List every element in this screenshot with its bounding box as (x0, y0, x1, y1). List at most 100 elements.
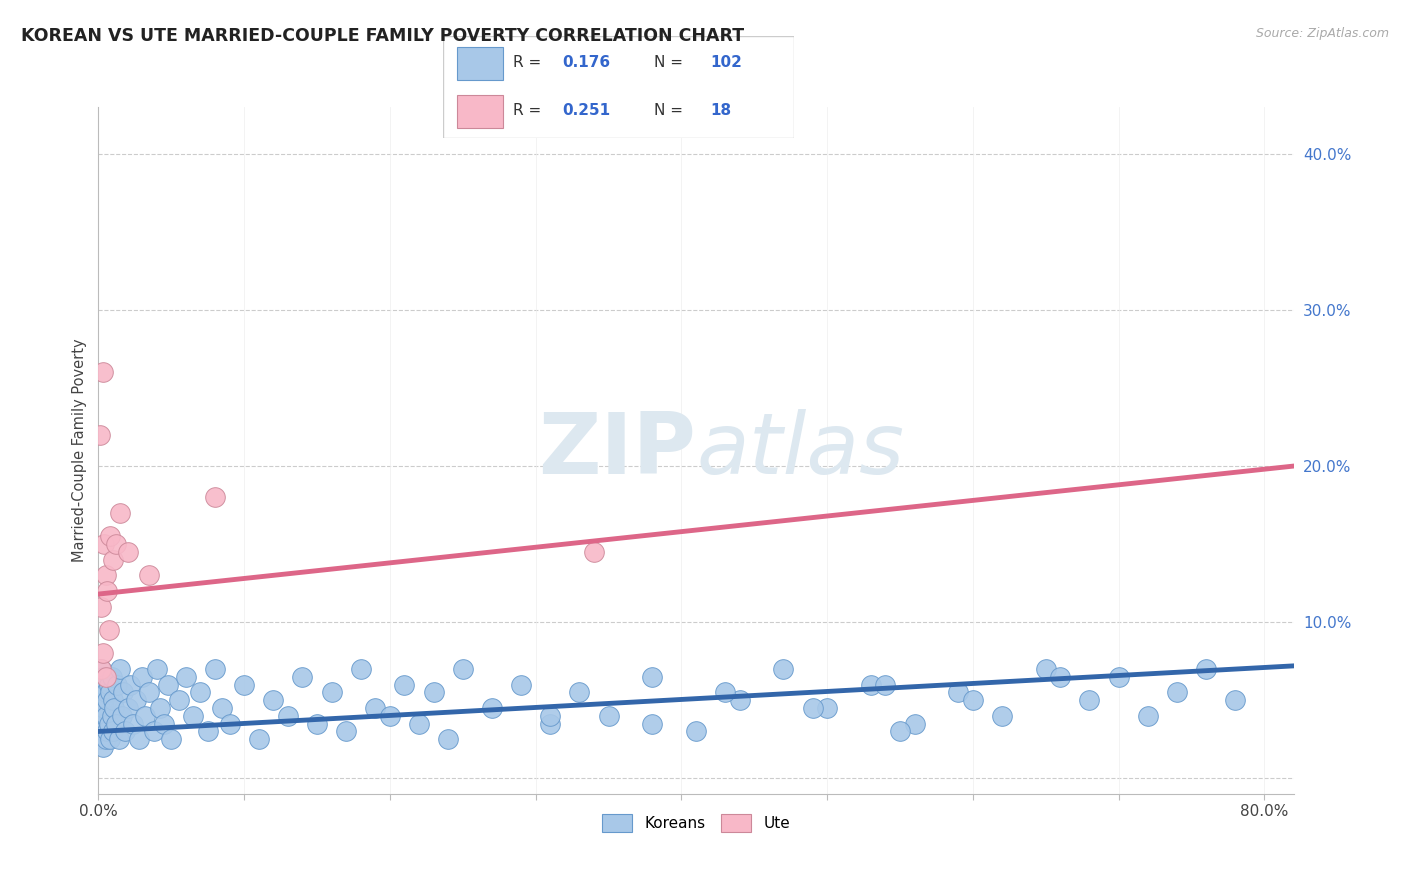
Point (291, 670, 314, 684)
Point (103, 701, 125, 715)
Point (538, 708, 561, 723)
Point (89, 701, 111, 715)
Point (190, 685, 212, 699)
Point (350, 662, 373, 676)
Point (1136, 708, 1159, 723)
Point (110, 506, 132, 520)
Point (111, 708, 134, 723)
Point (211, 701, 233, 715)
Point (89, 678, 111, 692)
Text: N =: N = (654, 103, 688, 118)
Point (167, 693, 190, 707)
Point (157, 678, 180, 692)
Point (728, 693, 751, 707)
Point (1195, 662, 1218, 676)
Point (112, 685, 135, 699)
Point (582, 545, 605, 559)
Point (378, 708, 401, 723)
Point (1049, 670, 1071, 684)
Point (568, 685, 591, 699)
Point (125, 693, 148, 707)
Point (149, 701, 172, 715)
Point (641, 670, 664, 684)
Point (96, 724, 118, 739)
Point (93, 724, 115, 739)
Point (104, 537, 127, 551)
Point (247, 732, 270, 747)
Point (114, 724, 136, 739)
Text: atlas: atlas (696, 409, 904, 492)
Point (510, 678, 533, 692)
Point (120, 678, 142, 692)
Point (142, 724, 165, 739)
Y-axis label: Married-Couple Family Poverty: Married-Couple Family Poverty (72, 339, 87, 562)
Point (105, 678, 128, 692)
Point (98, 685, 121, 699)
Text: 18: 18 (710, 103, 731, 118)
Point (94, 685, 117, 699)
Point (100, 708, 122, 723)
Point (364, 701, 387, 715)
Point (90, 732, 112, 747)
Point (394, 678, 416, 692)
Point (277, 708, 299, 723)
Point (145, 662, 167, 676)
Point (1225, 693, 1247, 707)
Text: ZIP: ZIP (538, 409, 696, 492)
Point (197, 724, 219, 739)
Point (93, 701, 115, 715)
Point (772, 662, 794, 676)
Point (714, 685, 737, 699)
Point (97, 623, 120, 637)
Point (408, 716, 430, 731)
Point (90, 685, 112, 699)
Point (1108, 670, 1130, 684)
Point (598, 708, 620, 723)
Point (131, 670, 153, 684)
Point (335, 724, 357, 739)
FancyBboxPatch shape (457, 47, 503, 79)
Point (859, 678, 882, 692)
Point (94, 568, 117, 582)
FancyBboxPatch shape (457, 95, 503, 128)
Point (451, 662, 474, 676)
FancyBboxPatch shape (443, 36, 794, 138)
Point (91, 693, 114, 707)
Point (101, 552, 124, 567)
Point (128, 732, 150, 747)
Point (321, 685, 343, 699)
Point (98, 529, 121, 543)
Point (138, 685, 160, 699)
Point (134, 708, 156, 723)
Point (218, 716, 240, 731)
Point (948, 685, 970, 699)
Point (815, 701, 838, 715)
Point (97, 716, 120, 731)
Point (233, 678, 256, 692)
Point (94, 670, 117, 684)
Text: R =: R = (513, 55, 547, 70)
Point (962, 693, 984, 707)
Point (93, 678, 115, 692)
Legend: Koreans, Ute: Koreans, Ute (596, 808, 796, 838)
Point (641, 716, 664, 731)
Point (94, 708, 117, 723)
Point (1166, 685, 1188, 699)
Point (991, 708, 1014, 723)
Point (875, 678, 897, 692)
Point (1035, 662, 1057, 676)
Point (1078, 693, 1101, 707)
Text: KOREAN VS UTE MARRIED-COUPLE FAMILY POVERTY CORRELATION CHART: KOREAN VS UTE MARRIED-COUPLE FAMILY POVE… (21, 27, 744, 45)
Point (104, 716, 127, 731)
Point (90, 708, 112, 723)
Point (422, 685, 444, 699)
Point (117, 545, 139, 559)
Point (437, 732, 460, 747)
Point (91, 366, 114, 380)
Point (89, 724, 111, 739)
Point (110, 662, 132, 676)
Point (98, 732, 121, 747)
Point (685, 724, 707, 739)
Point (153, 716, 176, 731)
Text: 0.251: 0.251 (562, 103, 610, 118)
